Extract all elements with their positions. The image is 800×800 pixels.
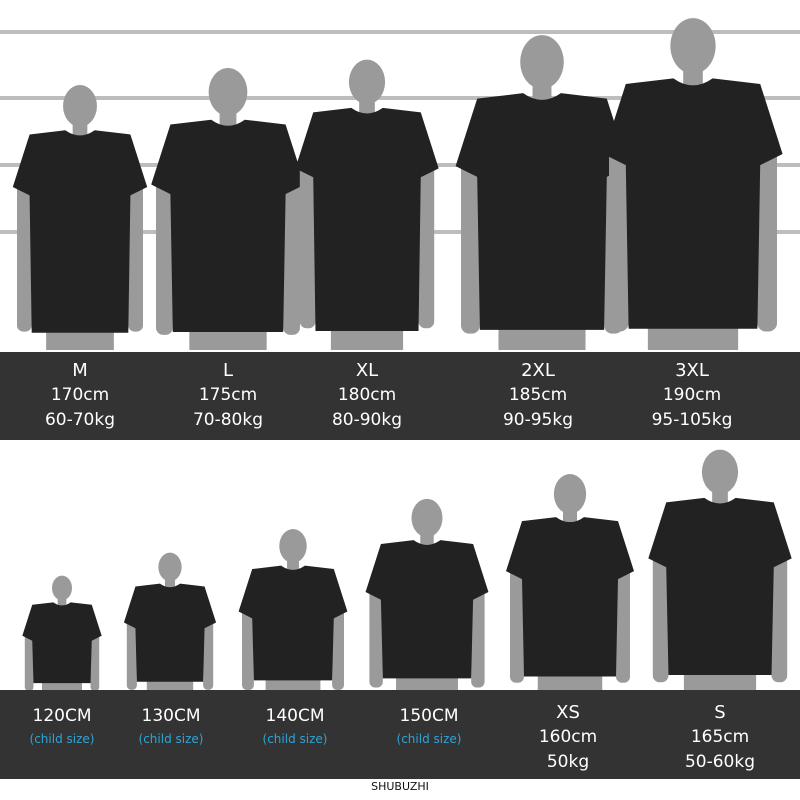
head	[51, 575, 73, 601]
left-arm	[126, 615, 137, 690]
head	[158, 552, 182, 582]
size-150: 150CM (child size)	[397, 704, 462, 749]
head	[553, 474, 587, 514]
right-arm	[90, 629, 100, 691]
right-arm	[471, 582, 485, 688]
left-arm	[24, 629, 34, 691]
right-arm	[757, 139, 777, 332]
weight: 80-90kg	[331, 410, 403, 430]
head	[520, 35, 564, 89]
height: 190cm	[662, 385, 722, 405]
brand-name: SHUBUZHI	[371, 780, 429, 793]
left-arm	[510, 561, 524, 683]
head	[670, 18, 716, 74]
size-3xl: 3XL 190cm 95-105kg	[652, 358, 733, 433]
t-shirt	[506, 517, 634, 677]
head	[348, 59, 386, 105]
right-arm	[771, 547, 788, 683]
head	[208, 68, 248, 116]
right-arm	[418, 157, 435, 329]
left-arm	[461, 152, 480, 334]
left-arm	[242, 603, 254, 691]
head	[701, 449, 739, 495]
size-xl: XL 180cm 80-90kg	[332, 358, 402, 433]
t-shirt	[365, 540, 489, 679]
size-140: 140CM (child size)	[263, 704, 328, 749]
child-note: (child size)	[29, 732, 95, 746]
t-shirt	[603, 78, 783, 329]
head	[411, 498, 443, 538]
left-arm	[299, 157, 316, 329]
size-label: L	[222, 360, 234, 381]
t-shirt	[295, 107, 439, 331]
weight: 50-60kg	[684, 752, 756, 772]
child-note: (child size)	[138, 732, 204, 746]
height: 165cm	[690, 727, 750, 747]
size-label: 3XL	[675, 360, 709, 381]
size-label: 140CM	[265, 706, 325, 726]
size-label: S	[714, 702, 726, 723]
right-arm	[283, 172, 300, 335]
height: 170cm	[50, 385, 110, 405]
weight: 90-95kg	[502, 410, 574, 430]
size-label: 150CM	[399, 706, 459, 726]
size-130: 130CM (child size)	[139, 704, 204, 749]
left-arm	[369, 582, 383, 688]
adult-size-band	[0, 352, 800, 440]
height-line	[0, 96, 800, 100]
height-line	[0, 30, 800, 34]
child-note: (child size)	[262, 732, 328, 746]
weight: 60-70kg	[44, 410, 116, 430]
t-shirt	[22, 602, 102, 684]
t-shirt	[455, 93, 629, 330]
size-2xl: 2XL 185cm 90-95kg	[503, 358, 573, 433]
right-arm	[128, 176, 143, 332]
size-label: 120CM	[32, 706, 92, 726]
height: 185cm	[508, 385, 568, 405]
size-label: XL	[355, 360, 379, 381]
size-label: M	[72, 360, 88, 381]
left-arm	[17, 176, 32, 332]
t-shirt	[12, 130, 148, 333]
size-m: M 170cm 60-70kg	[45, 358, 115, 433]
size-label: XS	[556, 702, 580, 723]
right-arm	[203, 615, 214, 690]
child-size-band	[0, 690, 800, 779]
size-label: 2XL	[521, 360, 555, 381]
t-shirt	[648, 497, 792, 675]
t-shirt	[238, 565, 348, 681]
weight: 70-80kg	[192, 410, 264, 430]
height: 180cm	[337, 385, 397, 405]
left-arm	[156, 172, 173, 335]
size-label: 130CM	[141, 706, 201, 726]
size-120: 120CM (child size)	[30, 704, 95, 749]
left-arm	[652, 547, 669, 683]
child-note: (child size)	[396, 732, 462, 746]
size-l: L 175cm 70-80kg	[193, 358, 263, 433]
right-arm	[332, 603, 344, 691]
height: 160cm	[538, 727, 598, 747]
height: 175cm	[198, 385, 258, 405]
t-shirt	[151, 119, 305, 332]
left-arm	[609, 139, 629, 332]
head	[279, 529, 307, 563]
size-s: S 165cm 50-60kg	[685, 700, 755, 775]
weight: 95-105kg	[651, 410, 733, 430]
size-xs: XS 160cm 50kg	[539, 700, 597, 775]
weight: 50kg	[546, 752, 590, 772]
head	[63, 85, 97, 127]
right-arm	[616, 561, 630, 683]
t-shirt	[123, 583, 217, 682]
